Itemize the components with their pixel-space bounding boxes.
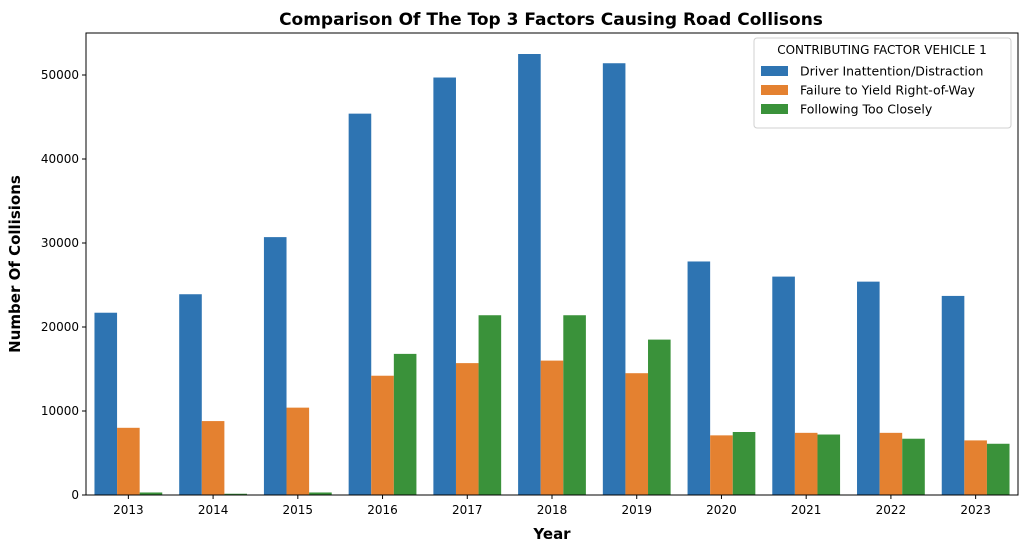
bar-2020-series-1 bbox=[687, 261, 711, 495]
x-tick-label: 2016 bbox=[367, 503, 398, 517]
bar-2015-series-3 bbox=[309, 492, 332, 495]
bar-2018-series-1 bbox=[518, 54, 541, 495]
bar-2023-series-1 bbox=[941, 295, 965, 495]
y-tick-label: 10000 bbox=[41, 404, 79, 418]
bar-2013-series-2 bbox=[117, 427, 140, 495]
bar-2019-series-1 bbox=[602, 63, 626, 496]
legend-label: Following Too Closely bbox=[800, 102, 933, 117]
bar-2022-series-1 bbox=[857, 281, 880, 495]
legend-swatch bbox=[761, 85, 788, 95]
legend-items: Driver Inattention/Distraction Failure to… bbox=[761, 64, 983, 117]
bar-2022-series-2 bbox=[879, 432, 903, 495]
y-tick-label: 30000 bbox=[41, 236, 79, 250]
plot-frame bbox=[85, 32, 1019, 496]
bar-2016-series-1 bbox=[348, 113, 372, 495]
bar-2017-series-3 bbox=[478, 315, 502, 495]
bar-2014-series-3 bbox=[224, 493, 247, 495]
x-axis-title: Year bbox=[532, 525, 571, 543]
x-tick-label: 2023 bbox=[960, 503, 991, 517]
bar-2015-series-1 bbox=[263, 237, 287, 495]
bar-2014-series-1 bbox=[179, 294, 202, 495]
bar-2016-series-3 bbox=[393, 353, 417, 495]
y-tick-label: 0 bbox=[71, 488, 79, 502]
x-tick-label: 2019 bbox=[621, 503, 652, 517]
x-tick-label: 2014 bbox=[198, 503, 229, 517]
x-tick-label: 2021 bbox=[791, 503, 822, 517]
y-axis-title: Number Of Collisions bbox=[6, 175, 24, 353]
legend-label: Driver Inattention/Distraction bbox=[800, 64, 983, 79]
bar-2019-series-2 bbox=[625, 373, 649, 495]
bar-2020-series-3 bbox=[732, 432, 756, 495]
bar-2017-series-1 bbox=[433, 77, 456, 496]
bar-2019-series-3 bbox=[648, 339, 671, 495]
y-axis-ticks: 0 10000 20000 30000 40000 50000 bbox=[41, 68, 86, 502]
legend-title: CONTRIBUTING FACTOR VEHICLE 1 bbox=[777, 43, 987, 57]
x-tick-label: 2013 bbox=[113, 503, 144, 517]
x-axis-ticks: 2013 2014 2015 2016 2017 2018 2019 2020 2021 2022… bbox=[113, 495, 991, 517]
bars-group bbox=[94, 54, 1010, 496]
bar-2022-series-3 bbox=[902, 438, 925, 495]
y-tick-label: 50000 bbox=[41, 68, 79, 82]
bar-2023-series-2 bbox=[964, 440, 987, 495]
legend-swatch bbox=[761, 66, 788, 76]
bar-2023-series-3 bbox=[986, 443, 1010, 495]
chart-title: Comparison Of The Top 3 Factors Causing … bbox=[279, 10, 823, 30]
x-tick-label: 2022 bbox=[876, 503, 907, 517]
y-tick-label: 40000 bbox=[41, 152, 79, 166]
bar-2018-series-3 bbox=[563, 315, 586, 495]
bar-2020-series-2 bbox=[710, 435, 733, 495]
legend-label: Failure to Yield Right-of-Way bbox=[800, 83, 976, 98]
x-tick-label: 2020 bbox=[706, 503, 737, 517]
legend-box bbox=[753, 37, 1012, 129]
legend: CONTRIBUTING FACTOR VEHICLE 1 Driver Ina… bbox=[753, 37, 1012, 129]
bar-2021-series-3 bbox=[817, 434, 841, 495]
x-tick-label: 2017 bbox=[452, 503, 483, 517]
bar-2016-series-2 bbox=[371, 375, 394, 495]
x-tick-label: 2015 bbox=[283, 503, 314, 517]
bar-2015-series-2 bbox=[286, 407, 310, 495]
bar-2013-series-3 bbox=[139, 492, 163, 495]
legend-swatch bbox=[761, 104, 788, 114]
bar-2021-series-2 bbox=[794, 432, 818, 495]
bar-2013-series-1 bbox=[94, 312, 118, 495]
bar-2018-series-2 bbox=[540, 360, 564, 495]
y-tick-label: 20000 bbox=[41, 320, 79, 334]
bar-2021-series-1 bbox=[772, 276, 795, 495]
bar-2014-series-2 bbox=[201, 421, 225, 495]
bar-2017-series-2 bbox=[455, 363, 479, 495]
x-tick-label: 2018 bbox=[537, 503, 568, 517]
